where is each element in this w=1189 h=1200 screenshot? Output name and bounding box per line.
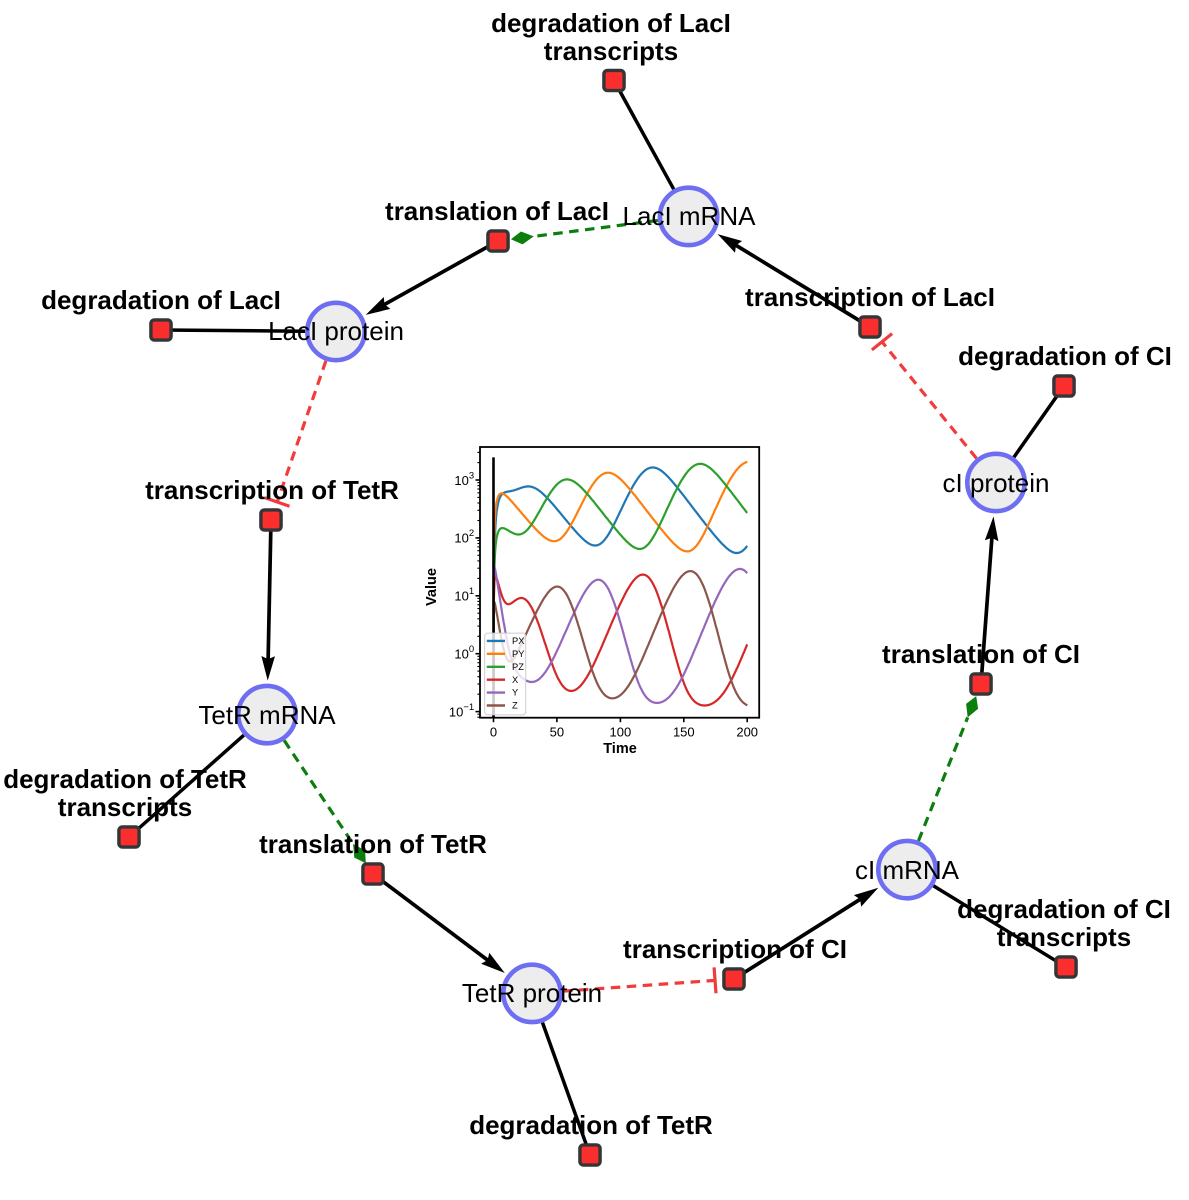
svg-text:transcripts: transcripts [58,792,192,822]
svg-text:100: 100 [610,725,632,740]
svg-text:Z: Z [512,701,518,711]
svg-text:transcription of CI: transcription of CI [623,934,847,964]
svg-text:LacI mRNA: LacI mRNA [623,201,757,231]
svg-text:0: 0 [490,725,497,740]
svg-text:X: X [512,675,518,685]
svg-text:degradation of LacI: degradation of LacI [491,8,731,38]
svg-text:transcription of LacI: transcription of LacI [745,282,995,312]
svg-text:LacI protein: LacI protein [268,316,404,346]
svg-text:degradation of TetR: degradation of TetR [469,1110,713,1140]
svg-text:transcripts: transcripts [997,922,1131,952]
svg-text:cI protein: cI protein [943,468,1050,498]
svg-text:translation of TetR: translation of TetR [259,829,487,859]
svg-text:PX: PX [512,636,524,646]
svg-text:150: 150 [673,725,695,740]
svg-text:Y: Y [512,688,518,698]
svg-text:transcripts: transcripts [544,36,678,66]
svg-text:103: 103 [454,470,476,488]
svg-text:Value: Value [424,568,440,606]
svg-text:degradation of LacI: degradation of LacI [41,285,281,315]
svg-text:TetR mRNA: TetR mRNA [198,700,336,730]
svg-text:cI mRNA: cI mRNA [855,855,960,885]
svg-text:degradation of CI: degradation of CI [957,894,1171,924]
svg-text:PZ: PZ [512,662,524,672]
svg-text:PY: PY [512,649,524,659]
svg-text:200: 200 [736,725,758,740]
svg-text:50: 50 [550,725,564,740]
svg-text:translation of LacI: translation of LacI [385,196,609,226]
svg-text:translation of CI: translation of CI [882,639,1080,669]
svg-text:transcription of TetR: transcription of TetR [145,475,399,505]
svg-text:101: 101 [454,586,476,604]
svg-text:TetR protein: TetR protein [462,978,602,1008]
svg-text:102: 102 [454,528,476,546]
svg-text:degradation of TetR: degradation of TetR [3,764,247,794]
svg-text:100: 100 [454,644,476,662]
svg-text:degradation of CI: degradation of CI [958,341,1172,371]
svg-text:Time: Time [603,741,637,757]
